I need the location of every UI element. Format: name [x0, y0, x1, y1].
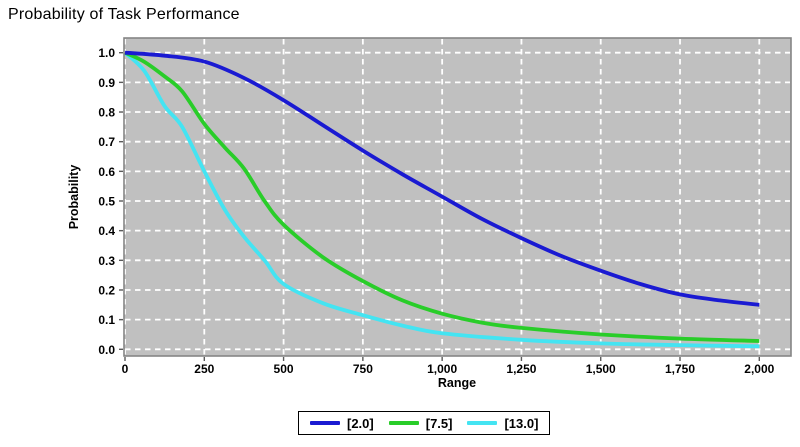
- series-line-[2.0]: [124, 50, 760, 307]
- y-tick-label: 0.8: [98, 106, 115, 120]
- y-tick-label: 1.0: [98, 46, 115, 60]
- x-tick-label: 1,750: [665, 362, 695, 376]
- y-tick-label: 0.7: [98, 135, 115, 149]
- y-tick-label: 0.0: [98, 343, 115, 357]
- plot-background: [124, 38, 791, 356]
- legend-line-swatch: [467, 421, 498, 425]
- x-tick-label: 750: [353, 362, 373, 376]
- legend-item: [7.5]: [388, 415, 453, 431]
- chart-title: Probability of Task Performance: [8, 6, 240, 23]
- legend: [2.0] [7.5] [13.0]: [298, 411, 551, 435]
- y-tick-label: 0.4: [98, 224, 115, 238]
- legend-label: [2.0]: [347, 415, 374, 431]
- x-tick-label: 1,000: [427, 362, 457, 376]
- legend-line-swatch: [310, 421, 340, 425]
- series-line-[7.5]: [124, 50, 760, 343]
- legend-label: [13.0]: [504, 415, 539, 431]
- legend-item: [2.0]: [310, 416, 374, 431]
- y-tick-label: 0.3: [98, 254, 115, 268]
- plot-frame: [123, 37, 792, 357]
- legend-line-swatch: [388, 421, 419, 425]
- y-tick-label: 0.9: [98, 76, 115, 90]
- y-axis-title: Probability: [67, 164, 81, 230]
- series-line-[13.0]: [123, 51, 760, 349]
- y-tick-label: 0.1: [98, 313, 115, 327]
- y-tick-label: 0.5: [98, 195, 115, 209]
- y-tick-label: 0.2: [98, 283, 115, 297]
- legend-item: [13.0]: [467, 416, 538, 431]
- y-tick-label: 0.6: [98, 165, 115, 179]
- legend-label: [7.5]: [425, 415, 453, 431]
- x-axis-title: Range: [437, 376, 477, 390]
- x-tick-label: 1,250: [506, 362, 536, 376]
- x-tick-label: 2,000: [744, 362, 774, 376]
- x-tick-label: 500: [274, 362, 294, 376]
- x-tick-label: 0: [122, 362, 129, 376]
- x-tick-label: 250: [194, 362, 214, 376]
- x-tick-label: 1,500: [586, 362, 616, 376]
